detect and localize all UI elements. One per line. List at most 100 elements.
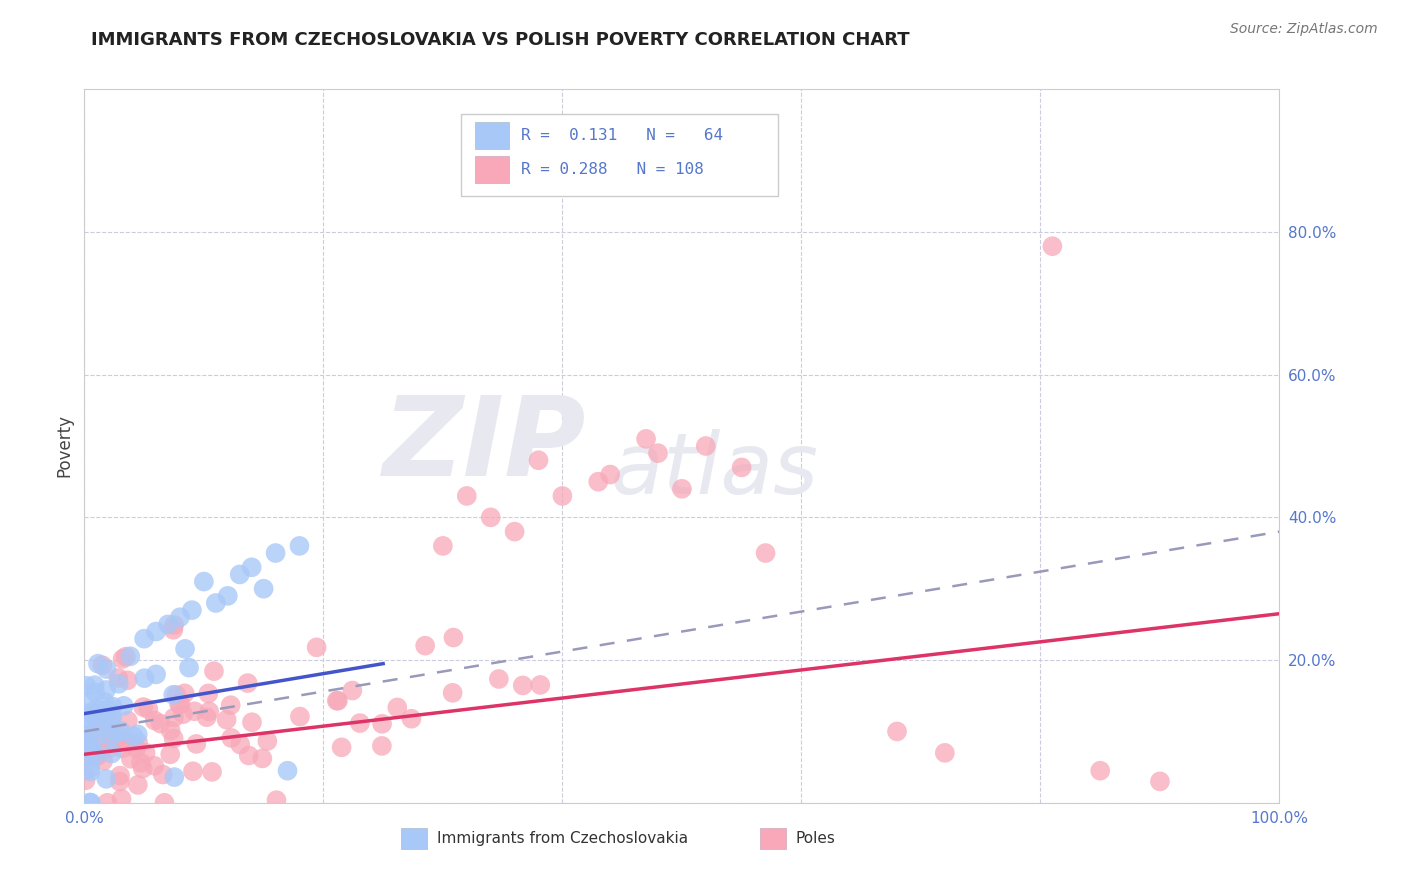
Point (159, 723, 181, 738)
Point (636, 432, 658, 446)
Point (132, 632, 156, 646)
Point (731, 460, 754, 475)
Point (100, 729, 122, 743)
Point (152, 767, 174, 781)
Point (96, 796, 118, 810)
Point (76, 727, 98, 741)
Point (253, 582, 276, 596)
Point (229, 567, 252, 582)
Point (162, 623, 184, 637)
Point (86, 706, 108, 720)
Point (110, 792, 132, 806)
Point (127, 778, 149, 792)
Point (371, 716, 394, 731)
Point (163, 770, 186, 784)
Point (91, 658, 114, 673)
Point (143, 714, 166, 728)
Point (111, 652, 134, 666)
Point (177, 660, 200, 674)
Point (125, 741, 148, 756)
Point (79, 694, 101, 708)
Point (108, 769, 131, 783)
Point (84, 748, 107, 763)
Point (84, 685, 107, 699)
Point (163, 710, 186, 724)
Point (132, 762, 155, 776)
Point (110, 724, 132, 739)
Point (108, 774, 131, 789)
Point (695, 439, 717, 453)
Point (193, 574, 215, 589)
Point (256, 734, 278, 748)
Point (127, 727, 149, 741)
Point (83, 678, 105, 692)
Point (115, 649, 138, 664)
Point (456, 489, 478, 503)
Point (217, 589, 239, 603)
Bar (475, 156, 509, 184)
Point (288, 709, 311, 723)
Point (127, 735, 149, 749)
Point (117, 673, 139, 688)
Point (588, 475, 610, 489)
FancyBboxPatch shape (461, 114, 778, 196)
Point (135, 746, 157, 760)
Point (91, 754, 114, 768)
Point (90, 719, 112, 733)
Point (432, 539, 454, 553)
Point (94, 695, 117, 709)
Point (138, 702, 160, 716)
Point (1090, 764, 1112, 778)
Point (163, 731, 186, 746)
Point (91, 717, 114, 731)
Point (87, 657, 110, 671)
Point (326, 694, 349, 708)
Point (75, 731, 97, 745)
Point (107, 671, 129, 685)
Point (201, 764, 224, 779)
Point (129, 756, 152, 770)
Point (387, 700, 409, 714)
Point (529, 678, 551, 692)
Point (167, 697, 190, 711)
Point (195, 710, 218, 724)
Point (236, 676, 259, 690)
Bar (475, 122, 509, 149)
Point (96, 662, 118, 676)
Point (84, 723, 107, 737)
Point (97, 712, 120, 726)
Point (98, 741, 121, 756)
Point (159, 747, 181, 762)
Point (101, 710, 124, 724)
Point (122, 730, 145, 744)
Point (305, 640, 328, 655)
Text: Poles: Poles (796, 831, 835, 846)
Point (173, 686, 195, 700)
Point (215, 713, 238, 727)
Point (112, 698, 135, 713)
Point (101, 699, 124, 714)
Point (1149, 774, 1171, 789)
Point (599, 467, 621, 482)
Point (143, 758, 166, 772)
Point (503, 524, 526, 539)
Point (326, 694, 349, 708)
Point (117, 714, 139, 728)
Point (198, 705, 221, 719)
Point (197, 686, 219, 700)
Point (371, 739, 394, 753)
Point (84, 731, 107, 746)
Point (103, 737, 125, 751)
Point (671, 482, 693, 496)
Point (202, 664, 225, 678)
Point (172, 707, 194, 722)
Point (221, 731, 243, 745)
Point (79, 796, 101, 810)
Bar (401, 828, 427, 849)
Point (647, 446, 669, 460)
Point (79, 764, 101, 779)
Point (288, 539, 311, 553)
Point (76, 738, 98, 752)
Point (73, 706, 96, 721)
Point (86, 748, 108, 763)
